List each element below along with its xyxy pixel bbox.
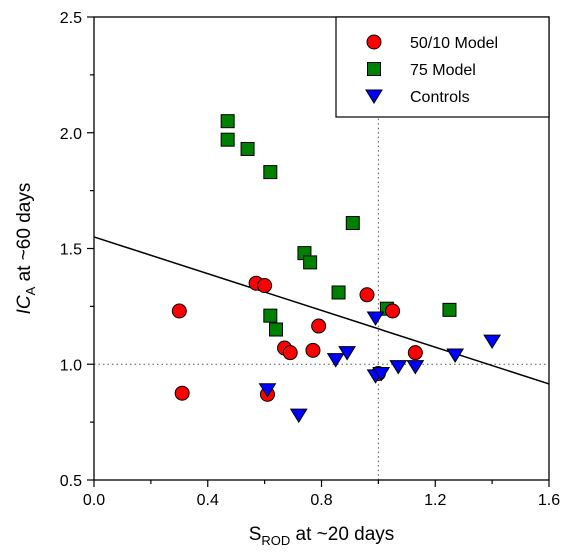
data-point-triangle-down xyxy=(389,360,408,375)
y-tick-label: 2.5 xyxy=(60,10,82,27)
data-point-circle xyxy=(311,318,327,334)
data-point-triangle-down xyxy=(372,367,391,382)
y-axis-title-rest: at ~60 days xyxy=(14,183,35,287)
data-point-triangle-down xyxy=(366,311,385,326)
data-point-square xyxy=(442,302,457,317)
x-tick-label: 0.8 xyxy=(310,492,332,509)
data-point-circle xyxy=(407,345,423,361)
legend: 50/10 Model 75 Model Controls xyxy=(335,16,550,118)
legend-entries: 50/10 Model 75 Model Controls xyxy=(365,34,498,106)
x-tick-label: 1.6 xyxy=(538,492,560,509)
x-axis-ticks: 0.0 0.4 0.8 1.2 1.6 xyxy=(83,480,560,509)
data-point-circle xyxy=(282,345,298,361)
y-axis-ticks: 0.5 1.0 1.5 2.0 2.5 xyxy=(60,10,94,490)
data-point-square xyxy=(220,132,235,147)
reference-lines xyxy=(94,109,549,480)
series-triangle-down xyxy=(258,311,502,424)
data-point-circle xyxy=(359,287,375,303)
legend-label: 75 Model xyxy=(410,62,476,79)
data-point-triangle-down xyxy=(258,383,277,398)
y-tick-label: 0.5 xyxy=(60,473,82,490)
data-point-square xyxy=(303,255,318,270)
data-point-square xyxy=(240,141,255,156)
data-point-circle xyxy=(385,303,401,319)
legend-label: Controls xyxy=(410,89,470,106)
x-axis-title: SROD at ~20 days xyxy=(249,524,395,548)
legend-marker-square xyxy=(367,62,381,76)
data-point-square xyxy=(331,285,346,300)
legend-entry: 75 Model xyxy=(367,62,476,79)
data-point-circle xyxy=(257,278,273,294)
series-circle xyxy=(171,275,423,402)
data-point-triangle-down xyxy=(338,346,356,361)
x-axis-title-rest: at ~20 days xyxy=(290,524,394,545)
x-tick-label: 0.4 xyxy=(197,492,219,509)
series-square xyxy=(220,114,457,337)
x-axis-title-sub: ROD xyxy=(261,533,290,548)
x-tick-label: 0.0 xyxy=(83,492,105,509)
data-point-square xyxy=(263,308,278,323)
y-axis-title-main: IC xyxy=(14,295,35,314)
data-point-square xyxy=(269,322,283,337)
x-tick-label: 1.2 xyxy=(424,492,446,509)
data-point-triangle-down xyxy=(406,360,425,375)
data-point-triangle-down xyxy=(446,348,465,363)
data-point-square xyxy=(345,216,360,231)
legend-marker-circle xyxy=(366,34,382,50)
legend-marker-triangle-down xyxy=(365,89,383,104)
trend-line xyxy=(93,236,550,385)
data-point-square xyxy=(263,165,278,180)
data-point-circle xyxy=(174,385,190,401)
data-point-circle xyxy=(305,342,321,358)
data-point-square xyxy=(220,114,235,129)
legend-entry: 50/10 Model xyxy=(366,34,498,52)
trend-line-group xyxy=(93,236,550,385)
x-axis-title-main: S xyxy=(249,524,262,545)
legend-label: 50/10 Model xyxy=(410,35,498,52)
data-point-triangle-down xyxy=(483,334,502,350)
legend-entry: Controls xyxy=(365,89,470,106)
data-point-triangle-down xyxy=(289,408,308,424)
y-tick-label: 1.0 xyxy=(60,357,82,374)
data-point-triangle-down xyxy=(326,353,345,368)
y-tick-label: 2.0 xyxy=(60,126,82,143)
data-point-circle xyxy=(171,303,187,319)
data-points xyxy=(171,114,502,424)
y-axis-title: ICA at ~60 days xyxy=(14,183,38,315)
y-axis-title-sub: A xyxy=(23,286,38,295)
y-tick-label: 1.5 xyxy=(60,242,82,259)
